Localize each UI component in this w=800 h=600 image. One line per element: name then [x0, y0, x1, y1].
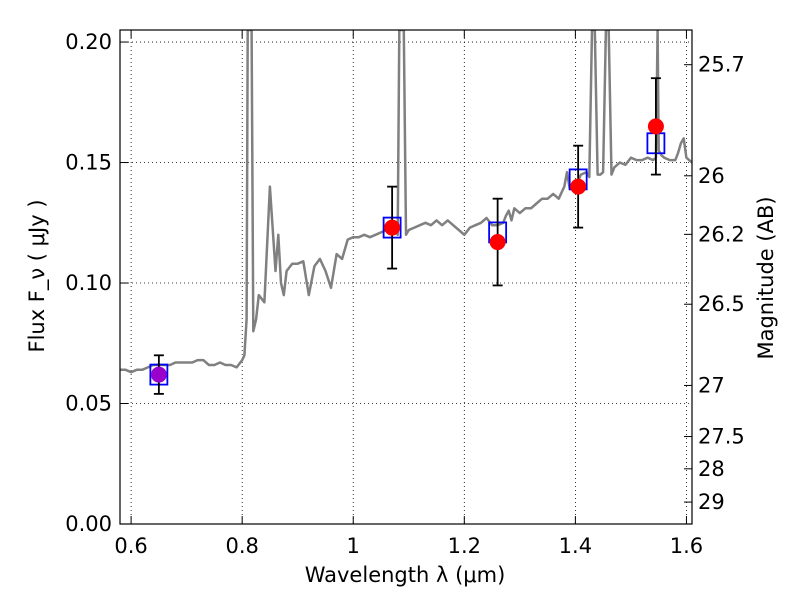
y2-tick-label: 28: [698, 457, 725, 481]
y-axis-title: Flux F_ν ( μJy ): [25, 199, 50, 352]
sed-line: [120, 30, 692, 374]
observed-point: [384, 219, 401, 236]
x-tick-label: 1.4: [559, 534, 592, 558]
y2-tick-label: 25.7: [698, 53, 745, 77]
y-tick-label: 0.05: [65, 392, 112, 416]
x-tick-label: 1.2: [448, 534, 481, 558]
plot-area: [120, 30, 692, 395]
observed-point: [489, 234, 506, 251]
y-tick-label: 0.00: [65, 512, 112, 536]
x-tick-label: 0.8: [225, 534, 258, 558]
y2-tick-label: 29: [698, 490, 725, 514]
x-axis-title: Wavelength λ (μm): [305, 563, 506, 587]
observed-point: [150, 366, 167, 383]
axes-frame: [119, 29, 693, 525]
y-tick-label: 0.20: [65, 30, 112, 54]
plot-border: [119, 29, 693, 525]
observed-point: [647, 118, 664, 135]
x-tick-label: 1.6: [670, 534, 703, 558]
x-tick-label: 1: [347, 534, 360, 558]
y2-tick-label: 26.5: [698, 292, 745, 316]
ticks: 0.6 0.8 1 1.2 1.4 1.6 0.00 0.05 0.10 0.15 0.20 25.7…: [65, 30, 745, 558]
grid: [120, 30, 692, 525]
y2-tick-label: 27.5: [698, 425, 745, 449]
y2-tick-label: 27: [698, 373, 725, 397]
y2-tick-label: 26: [698, 164, 725, 188]
observed-point: [570, 178, 587, 195]
x-tick-label: 0.6: [114, 534, 147, 558]
y-tick-label: 0.10: [65, 271, 112, 295]
y2-axis-title: Magnitude (AB): [754, 196, 778, 359]
y-tick-label: 0.15: [65, 151, 112, 175]
y2-tick-label: 26.2: [698, 222, 745, 246]
